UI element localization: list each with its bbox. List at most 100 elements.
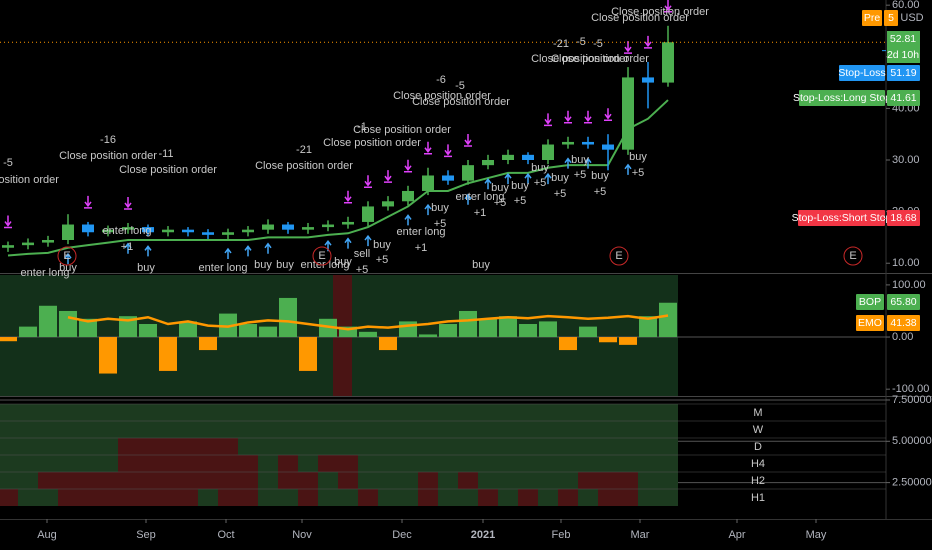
event-label: E [849,250,856,262]
annotation: Close position order [551,53,649,65]
candle-body [42,240,54,243]
heat-cell [498,421,518,438]
heat-cell [178,489,198,506]
heat-cell [338,438,358,455]
series-last: 41.38 [890,317,916,329]
heat-cell [658,455,678,472]
exit-arrow [404,159,412,173]
event-marker [609,246,629,266]
annotation: buy [491,182,509,194]
annotation: -11 [158,148,173,160]
currency: USD [900,12,923,24]
heat-cell [398,489,418,506]
heat-cell [398,421,418,438]
y-tick-label: 7.500000 [892,394,932,406]
exit-arrow [564,110,572,124]
exit-arrow [584,110,592,124]
heat-cell [258,404,278,421]
heat-cell [598,489,618,506]
bop-bar [19,326,37,338]
heat-cell [598,421,618,438]
stop-name-box [799,90,885,106]
entry-arrow [504,172,512,185]
annotation: buy [59,262,77,274]
stop-name: Stop-Loss [838,67,885,79]
bop-bar [259,326,277,338]
series-last: 65.80 [890,296,916,308]
row-label: H1 [751,492,765,504]
bop-bar [619,337,637,345]
heat-cell [58,489,78,506]
annotation: buy [511,180,529,192]
heat-cell [638,421,658,438]
heat-cell [198,438,218,455]
heat-cell [578,421,598,438]
heat-cell [98,421,118,438]
series-last-box [887,294,920,310]
annotation: +5 [574,169,587,181]
heat-cell [98,489,118,506]
y-tick-label: 2.500000 [892,477,932,489]
annotation: +1 [415,242,428,254]
bop-bar [659,302,677,338]
heat-cell [218,421,238,438]
candle-body [462,165,474,181]
heat-cell [198,489,218,506]
heat-cell [618,421,638,438]
candle-body [322,224,334,228]
annotation: -21 [553,38,569,50]
heat-cell [0,472,18,489]
heat-cell [98,438,118,455]
exit-arrow [344,190,352,204]
heat-cell [138,438,158,455]
heat-cell [458,472,478,489]
candle-body [502,154,514,160]
heat-cell [158,404,178,421]
candle-body [242,229,254,233]
annotation: +5 [554,188,567,200]
heat-cell [98,404,118,421]
heat-cell [498,472,518,489]
heat-cell [658,421,678,438]
heat-cell [218,455,238,472]
heat-cell [338,404,358,421]
heat-cell [598,455,618,472]
bop-bar [499,316,517,338]
heat-cell [58,404,78,421]
heat-cell [378,404,398,421]
heat-cell [518,421,538,438]
bop-bar [359,331,377,338]
heat-cell [478,489,498,506]
bop-bar [199,337,217,351]
heat-cell [118,472,138,489]
heat-cell [178,404,198,421]
heat-cell [518,472,538,489]
heat-cell [318,438,338,455]
exit-arrow [124,196,132,210]
heat-cell [578,489,598,506]
heat-cell [78,404,98,421]
heat-cell [598,438,618,455]
bop-bar [39,305,57,338]
pre-name-box [862,10,882,26]
heat-cell [538,472,558,489]
heat-cell [138,455,158,472]
last-price-box [887,31,920,63]
series-name-box [856,315,884,331]
exit-arrow [664,0,672,13]
heat-cell [438,489,458,506]
exit-arrow [624,41,632,54]
candle-body [422,175,434,191]
heat-cell [18,404,38,421]
heat-cell [538,421,558,438]
heat-cell [378,472,398,489]
heat-cell [258,455,278,472]
heat-cell [258,438,278,455]
annotation: Close position order [0,174,59,186]
bop-bar [539,321,557,338]
candle-body [602,144,614,150]
candle-body [522,154,534,160]
annotation: buy [431,202,449,214]
heat-cell [498,489,518,506]
heat-cell [338,489,358,506]
